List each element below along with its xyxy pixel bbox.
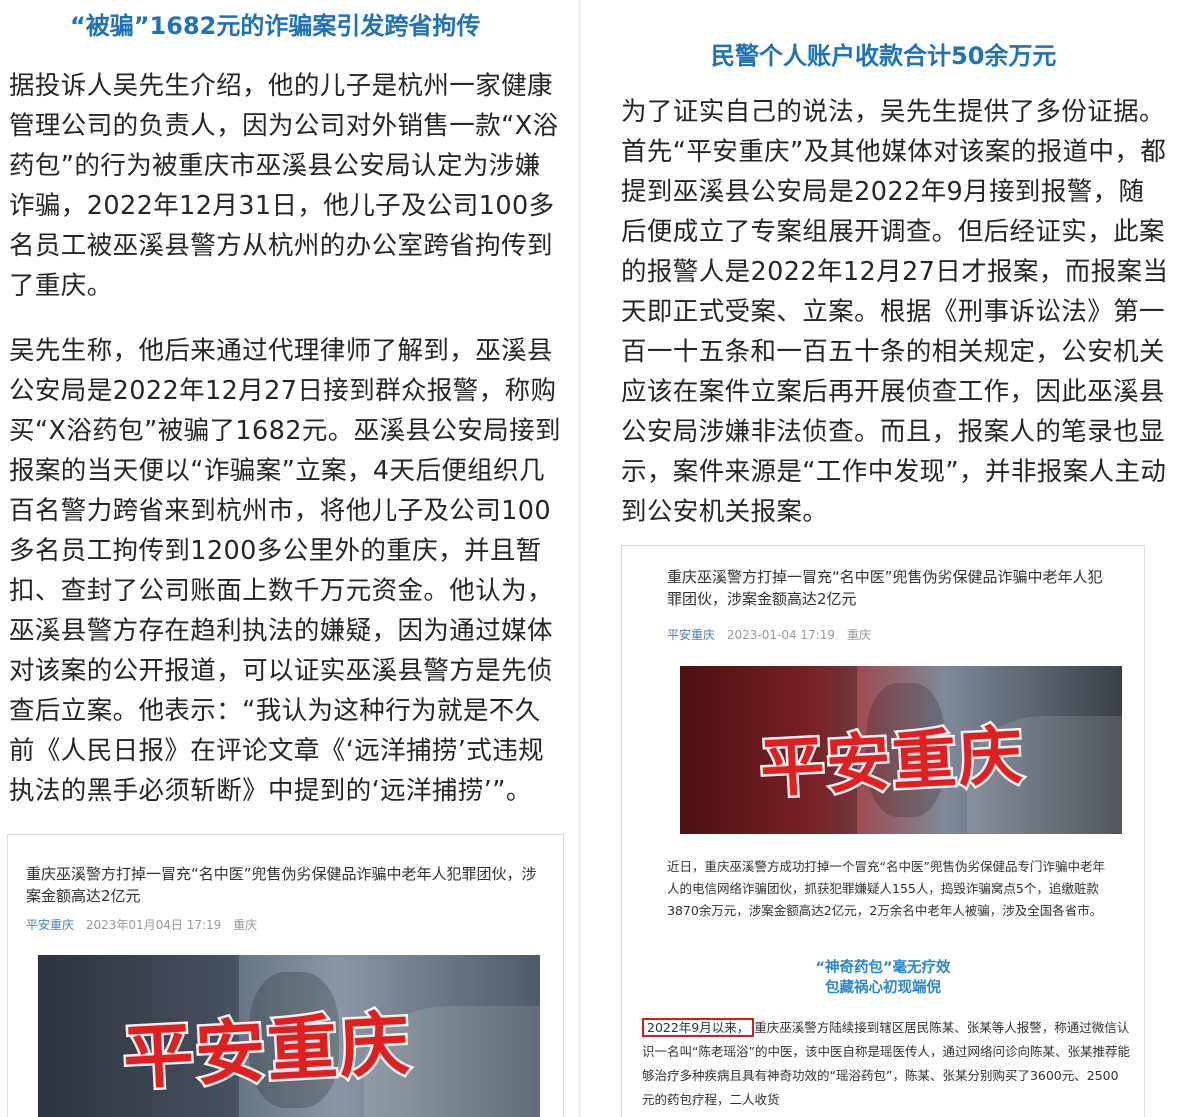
banner-shape — [248, 972, 340, 1108]
card-date: 2023年01月04日 17:19 — [85, 918, 222, 932]
section-title: 民警个人账户收款合计50余万元 — [711, 42, 1057, 70]
paragraph: 吴先生称，他后来通过代理律师了解到，巫溪县公安局是2022年12月27日接到群众… — [9, 336, 561, 806]
section-title: “被骗”1682元的诈骗案引发跨省拘传 — [70, 12, 481, 40]
card-source: 平安重庆 — [26, 918, 75, 932]
card-meta: 平安重庆 2023-01-04 17:19 重庆 — [667, 626, 871, 643]
banner-image: 平安重庆 — [680, 666, 1122, 834]
paragraph: 为了证实自己的说法，吴先生提供了多份证据。首先“平安重庆”及其他媒体对该案的报道… — [621, 97, 1169, 527]
left-column: “被骗”1682元的诈骗案引发跨省拘传 据投诉人吴先生介绍，他的儿子是杭州一家健… — [0, 0, 580, 1117]
banner-shape — [967, 716, 1122, 834]
banner-shape — [680, 666, 857, 834]
card-subheading: 包藏祸心初现端倪 — [825, 980, 941, 996]
card-meta: 平安重庆 2023年01月04日 17:19 重庆 — [26, 916, 257, 933]
banner-logo-text: 平安重庆 — [756, 716, 1029, 810]
card-location: 重庆 — [846, 628, 871, 642]
card-location: 重庆 — [233, 918, 258, 932]
card-title: 重庆巫溪警方打掉一冒充“名中医”兜售伪劣保健品诈骗中老年人犯罪团伙，涉案金额高达… — [667, 568, 1103, 608]
banner-image: 平安重庆 — [38, 955, 540, 1117]
card-subheading: “神奇药包”毫无疗效 — [815, 960, 951, 976]
highlight-box: 2022年9月以来， — [642, 1018, 755, 1037]
column-divider — [578, 0, 581, 1117]
card-date: 2023-01-04 17:19 — [726, 628, 835, 642]
card-source: 平安重庆 — [667, 628, 716, 642]
card-body-continued: 重庆巫溪警方陆续接到辖区居民陈某、张某等人报警，称通过微信认识一名叫“陈老瑶浴”… — [642, 1020, 1130, 1107]
right-column: 民警个人账户收款合计50余万元 为了证实自己的说法，吴先生提供了多份证据。首先“… — [581, 0, 1200, 1117]
news-screenshot-card: 重庆巫溪警方打掉一冒充“名中医”兜售伪劣保健品诈骗中老年人犯罪团伙，涉案金额高达… — [621, 545, 1145, 1117]
news-screenshot-card: 重庆巫溪警方打掉一冒充“名中医”兜售伪劣保健品诈骗中老年人犯罪团伙，涉案金额高达… — [7, 834, 564, 1117]
card-title: 重庆巫溪警方打掉一冒充“名中医”兜售伪劣保健品诈骗中老年人犯罪团伙，涉案金额高达… — [26, 865, 537, 905]
paragraph: 据投诉人吴先生介绍，他的儿子是杭州一家健康管理公司的负责人，因为公司对外销售一款… — [9, 71, 559, 301]
banner-shape — [364, 1006, 540, 1117]
banner-shape — [38, 955, 239, 1117]
card-body-text: 近日，重庆巫溪警方成功打掉一个冒充“名中医”兜售伪劣保健品专门诈骗中老年人的电信… — [667, 859, 1105, 918]
card-body-text: 2022年9月以来， 重庆巫溪警方陆续接到辖区居民陈某、张某等人报警，称通过微信认… — [642, 1016, 1130, 1112]
banner-logo-text: 平安重庆 — [119, 999, 416, 1102]
banner-shape — [865, 682, 946, 818]
